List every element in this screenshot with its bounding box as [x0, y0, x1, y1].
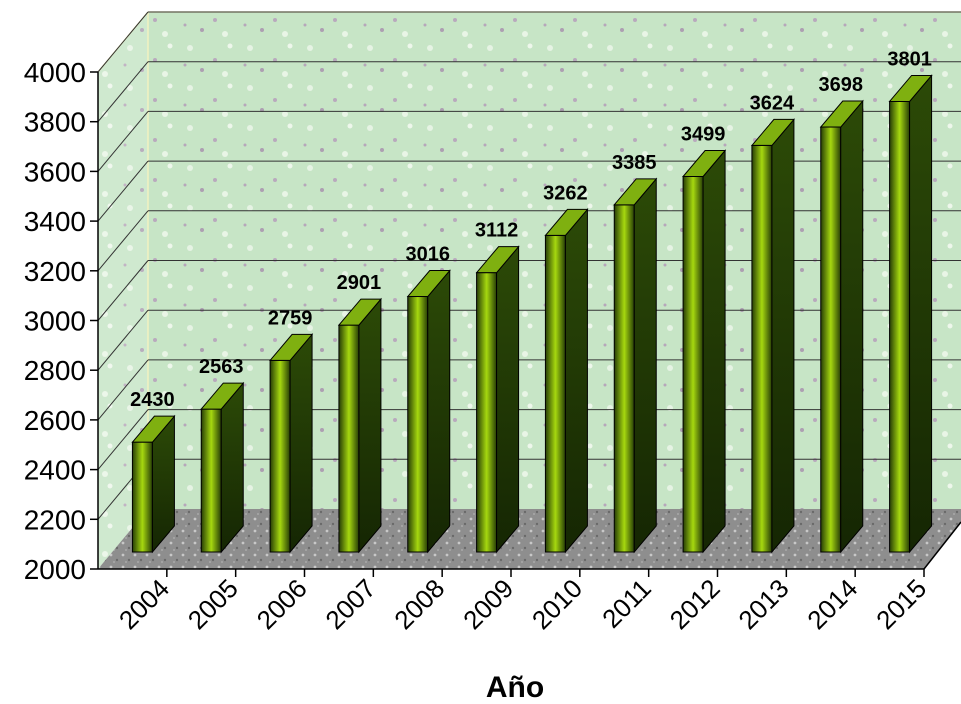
x-tick-label: 2010 — [526, 573, 588, 635]
gridline-side — [97, 11, 149, 73]
bar-side — [220, 381, 244, 554]
data-label: 2759 — [268, 307, 313, 329]
bar-top — [200, 382, 245, 410]
y-tick-label: 2400 — [24, 455, 86, 486]
data-label: 3499 — [681, 123, 726, 145]
y-tick-label: 3600 — [24, 156, 86, 187]
bar-top — [337, 298, 382, 326]
bar-top — [269, 333, 314, 361]
y-tick-label: 2600 — [24, 405, 86, 436]
bar — [407, 296, 429, 553]
data-label: 3698 — [819, 74, 864, 96]
data-label: 2901 — [337, 272, 382, 294]
y-tick-label: 3000 — [24, 306, 86, 337]
data-label: 3112 — [475, 220, 518, 242]
y-tick-label: 4000 — [24, 57, 86, 88]
data-label: 3801 — [887, 48, 932, 70]
bar-top — [819, 100, 864, 128]
bar-side — [427, 269, 451, 554]
bar-side — [289, 333, 313, 554]
x-tick-label: 2015 — [870, 573, 932, 635]
x-tick-label: 2006 — [251, 573, 313, 635]
data-label: 3624 — [750, 92, 795, 114]
bar-side — [771, 118, 795, 554]
y-tick-label: 3400 — [24, 206, 86, 237]
bar — [820, 126, 842, 553]
bar-top — [131, 415, 176, 443]
data-label: 2563 — [199, 356, 244, 378]
x-tick-label: 2009 — [457, 573, 519, 635]
bar — [889, 100, 911, 553]
x-axis-depth-line — [923, 521, 961, 570]
x-tick-label: 2004 — [113, 573, 175, 635]
bar-top — [750, 118, 795, 146]
x-tick-label: 2012 — [664, 573, 726, 635]
bar — [200, 408, 222, 553]
bar — [338, 324, 360, 553]
bar-top — [406, 270, 451, 298]
x-tick-label: 2013 — [732, 573, 794, 635]
bar-side — [358, 297, 382, 554]
gridline-side — [97, 160, 149, 222]
y-tick-label: 2000 — [24, 554, 86, 585]
y-tick-label: 2800 — [24, 355, 86, 386]
gridline-side — [97, 210, 149, 272]
bar — [682, 175, 704, 553]
bar — [131, 441, 153, 553]
data-label: 3262 — [543, 182, 588, 204]
y-tick-label: 3200 — [24, 256, 86, 287]
chart-floor — [98, 509, 961, 569]
x-tick-label: 2005 — [182, 573, 244, 635]
bar-side — [702, 149, 726, 554]
bar-top — [888, 74, 933, 102]
gridline-side — [97, 260, 149, 321]
bars — [131, 74, 933, 554]
bar — [613, 204, 635, 553]
y-tick-label: 3800 — [24, 107, 86, 138]
x-tick-label: 2014 — [801, 573, 863, 635]
x-tick-label: 2007 — [319, 573, 381, 635]
bar — [476, 272, 498, 553]
y-tick-labels: 2000 2200 2400 2600 2800 3000 3200 3400 3600 3800… — [24, 57, 86, 585]
bar — [544, 234, 566, 553]
bar-top — [544, 208, 589, 236]
bar-side — [840, 99, 864, 554]
x-tick-label: 2008 — [388, 573, 450, 635]
bar-side — [496, 245, 520, 554]
y-tick-label: 2200 — [24, 504, 86, 535]
data-labels: 2430 2563 2759 2901 3016 3112 3262 3385 3499 3624… — [130, 48, 932, 411]
data-label: 3385 — [612, 152, 657, 174]
gridline-side — [97, 61, 149, 123]
bar-top — [475, 246, 520, 274]
data-label: 2430 — [130, 389, 175, 411]
x-tick-labels: 2004 2005 2006 2007 2008 2009 2010 2011 2012 2013… — [113, 569, 932, 635]
gridline-side — [97, 359, 149, 421]
data-label: 3016 — [406, 244, 451, 266]
x-axis-title: Año — [486, 671, 544, 704]
x-tick-label: 2011 — [596, 573, 657, 634]
bar-side — [633, 177, 657, 554]
bar-side — [909, 74, 933, 554]
gridline-side — [97, 309, 149, 371]
bar-side — [564, 208, 588, 554]
bar — [269, 359, 291, 553]
gridline-side — [97, 409, 149, 470]
bar-top — [613, 178, 658, 206]
gridline-side — [97, 111, 149, 172]
bar-top — [682, 149, 727, 177]
bar — [751, 144, 773, 553]
